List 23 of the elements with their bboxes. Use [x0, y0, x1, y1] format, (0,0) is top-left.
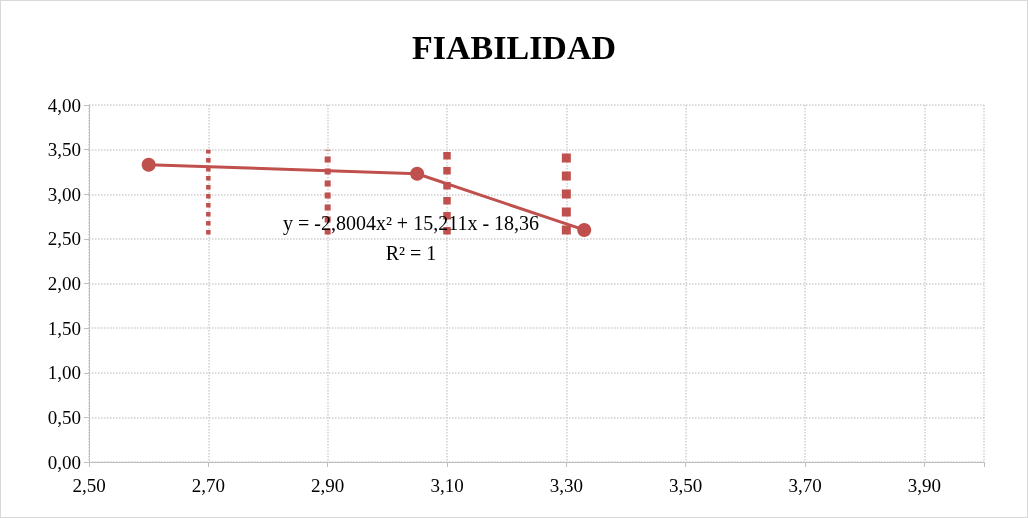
x-tick-label: 3,70: [788, 475, 822, 496]
chart-title: FIABILIDAD: [411, 28, 617, 66]
y-tick-label: 2,50: [47, 228, 81, 250]
x-tick-label: 2,50: [72, 475, 106, 496]
y-tick-label: 1,50: [47, 317, 81, 339]
annotation: R² = 1: [385, 242, 437, 264]
y-tick-label: 3,50: [47, 139, 81, 161]
x-tick-label: 3,10: [430, 475, 464, 496]
x-tick-label: 2,70: [191, 475, 225, 496]
y-tick-label: 0,50: [47, 406, 81, 428]
y-tick-label: 4,00: [47, 94, 81, 116]
point: [577, 222, 592, 237]
x-tick-label: 3,50: [669, 475, 703, 496]
y-tick-label: 3,00: [47, 183, 81, 205]
x-tick-label: 2,90: [311, 475, 345, 496]
annotation: y = -2,8004x² + 15,211x - 18,36: [282, 212, 540, 235]
y-tick-label: 1,00: [47, 362, 81, 384]
x-tick-label: 3,30: [549, 475, 583, 496]
point: [141, 157, 156, 172]
x-tick-label: 3,90: [907, 475, 941, 496]
point: [410, 166, 425, 181]
y-tick-label: 0,00: [47, 451, 81, 473]
y-tick-label: 2,00: [47, 273, 81, 294]
